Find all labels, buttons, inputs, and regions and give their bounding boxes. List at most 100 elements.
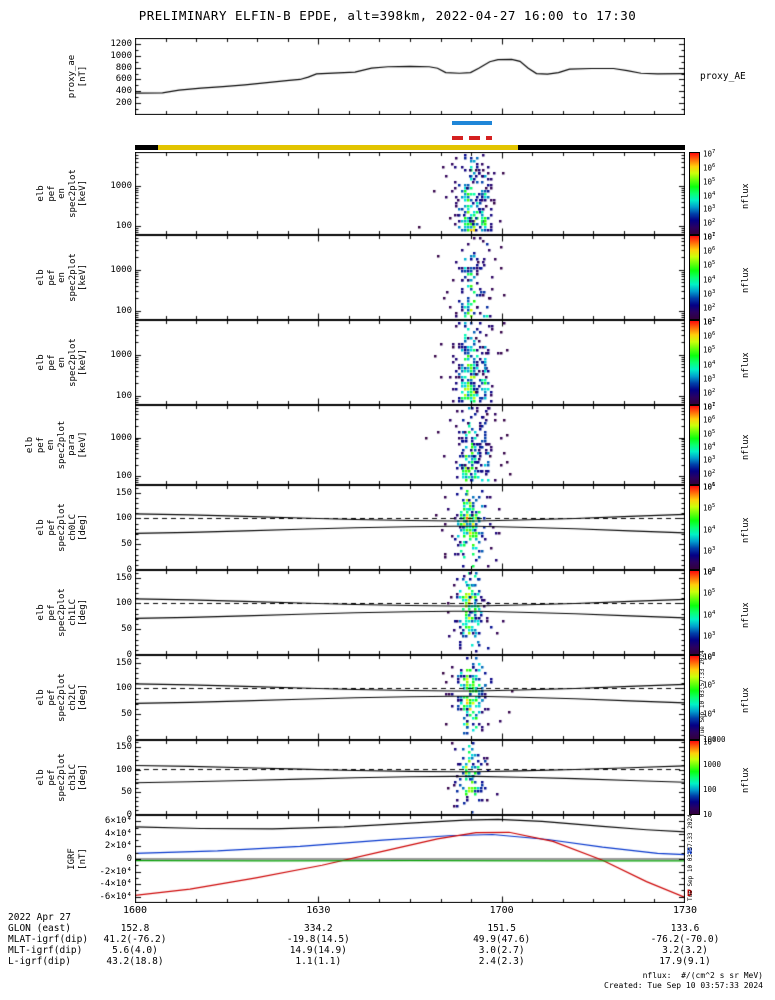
footer-row-label: MLAT-igrf(dip)	[8, 934, 89, 945]
footer-row-value: 14.9(14.9)	[289, 945, 347, 956]
colorbar-tick-label: 107	[703, 232, 716, 242]
y-tick-label: 4×10⁴	[104, 828, 132, 839]
colorbar-tick-label: 101	[703, 317, 716, 327]
colorbar-tick-label: 105	[703, 260, 716, 270]
axis-label-line: [deg]	[77, 513, 88, 542]
colorbar-tick-label: 106	[703, 415, 716, 425]
colorbar-tick-label: 106	[703, 652, 716, 662]
axis-label-line: en	[46, 439, 56, 451]
y-tick-label: 150	[115, 487, 132, 498]
colorbar-tick-label: 102	[703, 387, 716, 398]
y-tick-label: 1000	[110, 432, 132, 443]
colorbar	[689, 152, 700, 235]
y-tick-label: -4×10⁴	[99, 879, 132, 890]
axis-label-line: ch0LC	[67, 513, 77, 542]
axis-label-line: spec2plot	[56, 420, 67, 470]
axis-label-line: [keV]	[77, 431, 88, 459]
colorbar-tick-label: 104	[703, 190, 716, 200]
panel-left-axis-label: elb pef spec2plot ch1LC [deg]	[36, 570, 89, 655]
axis-label-line: spec2plot	[56, 753, 67, 802]
x-tick-label: 1730	[672, 905, 698, 916]
colorbar	[689, 405, 700, 485]
footer-row-value: -19.8(14.5)	[286, 934, 350, 945]
x-tick-label: 1630	[306, 905, 331, 916]
y-tick-label: 150	[115, 741, 132, 752]
panel-left-axis-label: elb pef spec2plot ch0LC [deg]	[36, 485, 89, 570]
colorbar	[689, 570, 700, 655]
axis-label-line: elb	[35, 269, 46, 286]
colorbar-tick-label: 106	[703, 567, 716, 577]
axis-label-line: para	[67, 434, 77, 456]
colorbar-tick-label: 106	[703, 162, 716, 173]
axis-label-line: ch3LC	[67, 763, 77, 792]
colorbar-tick-label: 101	[703, 402, 716, 412]
y-tick-label: -6×10⁴	[99, 891, 132, 902]
y-tick-label: 100	[115, 390, 132, 401]
panel-left-axis-label: elb pef spec2plot ch3LC [deg]	[36, 740, 89, 815]
colorbar-title: nflux	[741, 516, 751, 543]
y-tick-label: 0	[126, 735, 132, 745]
axis-label-line: [keV]	[77, 348, 88, 377]
axis-label-line: [keV]	[77, 179, 88, 208]
event-marker-red-dashed	[451, 136, 492, 140]
panel-left-axis-label: elb pef en spec2plot [keV]	[36, 320, 89, 405]
panel-left-axis-label: IGRF [nT]	[67, 815, 88, 903]
colorbar-tick-label: 106	[703, 331, 716, 341]
panel-left-axis-label: proxy_ae [nT]	[67, 38, 88, 115]
footer-row-value: -76.2(-70.0)	[650, 934, 720, 945]
colorbar-tick-label: 106	[703, 246, 716, 256]
footer-row-value: 17.9(9.1)	[659, 956, 711, 967]
en-spec-2-plot-canvas	[135, 235, 685, 320]
axis-label-line: [nT]	[77, 65, 88, 88]
y-tick-label: 2×10⁴	[104, 841, 132, 852]
colorbar-tick-label: 103	[703, 630, 716, 641]
axis-label-line: [nT]	[77, 848, 88, 870]
colorbar-tick-label: 107	[703, 402, 716, 412]
colorbar-tick-label: 102	[703, 652, 716, 662]
vertical-created-note: Tue Sep 10 03:57:33 2024	[687, 814, 694, 901]
y-tick-label: 1000	[110, 264, 132, 275]
colorbar	[689, 740, 700, 815]
footer-row-value: 3.2(3.2)	[662, 945, 708, 956]
igrf-component-label: N	[687, 846, 693, 857]
axis-label-line: [deg]	[77, 763, 88, 792]
colorbar-title: nflux	[741, 351, 751, 378]
axis-label-line: elb	[35, 769, 46, 786]
axis-label-line: elb	[35, 519, 46, 536]
axis-label-line: pef	[46, 269, 56, 286]
y-tick-label: 1000	[110, 50, 132, 61]
colorbar-tick-label: 103	[703, 455, 716, 465]
igrf-component-label: D	[687, 889, 693, 900]
colorbar	[689, 485, 700, 570]
footer-row-value: 133.6	[670, 923, 700, 934]
ch2lc-plot-canvas	[135, 655, 685, 740]
panel-left-axis-label: elb pef en spec2plot [keV]	[36, 235, 89, 320]
colorbar-tick-label: 103	[703, 204, 716, 214]
y-tick-label: 50	[121, 624, 132, 635]
axis-label-line: [deg]	[77, 683, 88, 712]
footer-row-value: 151.5	[487, 923, 516, 934]
colorbar-tick-label: 101	[703, 232, 716, 242]
footer-row-label: MLT-igrf(dip)	[8, 945, 83, 956]
footer-row-value: 1.1(1.1)	[295, 956, 342, 967]
y-tick-label: 0	[126, 854, 132, 864]
colorbar-tick-label: 102	[703, 302, 716, 313]
panel-ch1lc	[135, 570, 685, 655]
axis-label-line: spec2plot	[56, 673, 67, 722]
created-note: Created: Tue Sep 10 03:57:33 2024	[604, 981, 763, 990]
y-tick-label: 1200	[110, 38, 132, 49]
axis-label-line: elb	[35, 354, 46, 371]
axis-label-line: pef	[46, 354, 56, 371]
colorbar-tick-label: 103	[703, 373, 716, 384]
colorbar-title: nflux	[741, 266, 751, 293]
footer-row-value: 41.2(-76.2)	[103, 934, 167, 945]
footer-row-label: GLON (east)	[8, 923, 71, 934]
y-tick-label: 50	[121, 539, 132, 550]
ch1lc-plot-canvas	[135, 570, 685, 655]
footer-row-label: L-igrf(dip)	[8, 956, 71, 967]
colorbar-tick-label: 105	[703, 176, 716, 187]
axis-label-line: [deg]	[77, 598, 88, 627]
en-spec-3-plot-canvas	[135, 320, 685, 405]
axis-label-line: ch1LC	[67, 598, 77, 627]
